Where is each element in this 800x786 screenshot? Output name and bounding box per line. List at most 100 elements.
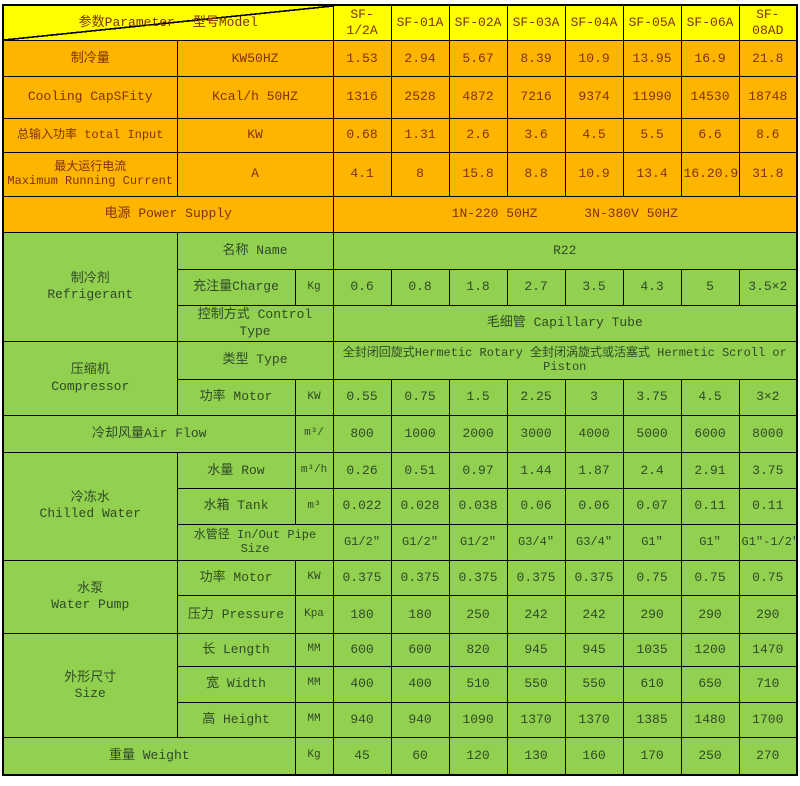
table-cell: 600 — [332, 633, 392, 667]
table-cell: 1.31 — [390, 118, 450, 153]
table-cell: G1/2″ — [390, 523, 450, 561]
table-cell: 1.5 — [448, 378, 508, 417]
table-cell: 0.75 — [622, 559, 682, 597]
table-cell: 1385 — [622, 701, 682, 739]
row-cooling-capacity-kcal: Cooling CapSFity Kcal/h 50HZ 1316 2528 4872 7… — [2, 76, 798, 120]
table-cell: 0.06 — [506, 488, 566, 525]
table-cell: 0.038 — [448, 488, 508, 525]
table-cell: 0.55 — [332, 378, 392, 417]
row-refrigerant-charge: 充注量Charge Kg 0.6 0.8 1.8 2.7 3.5 4.3 5 3.5×2 — [3, 268, 798, 307]
row-label: Cooling CapSFity — [2, 76, 178, 120]
group-label: 制冷剂 Refrigerant — [2, 231, 178, 342]
row-compressor-motor: 功率 Motor KW 0.55 0.75 1.5 2.25 3 3.75 4.5 3×2 — [3, 378, 798, 417]
row-pump-pressure: 压力 Pressure Kpa 180 180 250 242 242 290 290 290 — [3, 595, 798, 635]
spec-table: 参数Parameter 型号Model SF-1/2A SF-01A SF-02A SF-… — [2, 4, 799, 776]
table-cell: 0.022 — [332, 488, 392, 525]
table-cell: 180 — [390, 595, 450, 635]
row-label: 宽 Width — [176, 665, 296, 703]
group-label: 外形尺寸 Size — [2, 633, 178, 739]
unit-label: m³/h — [294, 452, 334, 490]
row-label: 水量 Row — [176, 452, 296, 490]
table-cell: 945 — [506, 633, 566, 667]
param-model-header-content: 参数Parameter 型号Model — [4, 6, 332, 40]
table-cell: 1.53 — [332, 40, 392, 78]
table-cell: 242 — [506, 595, 566, 635]
table-cell: 510 — [448, 665, 508, 703]
row-refrigerant-control: 控制方式 Control Type 毛细管 Capillary Tube — [3, 305, 798, 342]
unit-label: KW50HZ — [176, 40, 334, 78]
row-label: 长 Length — [176, 633, 296, 667]
table-cell: 250 — [680, 737, 740, 776]
row-weight: 重量 Weight Kg 45 60 120 130 160 170 250 270 — [2, 737, 798, 776]
table-cell: 4.5 — [564, 118, 624, 153]
row-label: 制冷量 — [2, 40, 178, 78]
table-cell: 0.6 — [332, 268, 392, 307]
row-label: 控制方式 Control Type — [176, 305, 334, 342]
table-cell: G3/4″ — [506, 523, 566, 561]
row-air-flow: 冷却风量Air Flow m³/800 1000 2000 3000 4000 5000 60… — [2, 415, 798, 454]
table-cell: 170 — [622, 737, 682, 776]
table-cell: 2528 — [390, 76, 450, 120]
param-header-label: 参数Parameter — [78, 15, 175, 31]
table-cell: 0.8 — [390, 268, 450, 307]
unit-label: Kg — [294, 737, 334, 776]
row-water-tank: 水箱 Tank m³ 0.022 0.028 0.038 0.06 0.06 0.07 0.11… — [3, 488, 798, 525]
table-cell: 14530 — [680, 76, 740, 120]
row-label: 功率 Motor — [176, 559, 296, 597]
table-cell: 0.26 — [332, 452, 392, 490]
table-cell: 800 — [332, 415, 392, 454]
table-cell: 5.67 — [448, 40, 508, 78]
table-cell: 1.8 — [448, 268, 508, 307]
header-row: 参数Parameter 型号Model SF-1/2A SF-01A SF-02A SF-… — [2, 4, 798, 42]
row-compressor-type: 压缩机 Compressor 类型 Type 全封闭回旋式Hermetic Rota… — [2, 340, 798, 417]
table-cell: 4.5 — [680, 378, 740, 417]
table-cell: 1700 — [738, 701, 798, 739]
table-cell: 290 — [622, 595, 682, 635]
table-cell: 820 — [448, 633, 508, 667]
table-cell: 11990 — [622, 76, 682, 120]
table-cell: 4000 — [564, 415, 624, 454]
table-cell: G1/2″ — [332, 523, 392, 561]
table-cell: 0.375 — [506, 559, 566, 597]
table-cell: 1370 — [506, 701, 566, 739]
group-label: 水泵 Water Pump — [2, 559, 178, 635]
table-cell: 940 — [390, 701, 450, 739]
row-pipe-size: 水管径 In/Out Pipe Size G1/2″ G1/2″ G1/2″ G3/4″… — [3, 523, 798, 561]
row-label: 总输入功率 total Input — [2, 118, 178, 153]
table-cell: 1480 — [680, 701, 740, 739]
model-header: SF-05A — [622, 4, 682, 42]
table-cell: 550 — [564, 665, 624, 703]
table-cell: 0.07 — [622, 488, 682, 525]
row-size-height: 高 Height MM 940 940 1090 1370 1370 1385 1480 1700 — [3, 701, 798, 739]
row-refrigerant-name: 制冷剂 Refrigerant 名称 Name R22 — [2, 231, 798, 342]
table-cell: 0.375 — [448, 559, 508, 597]
row-label: 高 Height — [176, 701, 296, 739]
table-cell: 0.06 — [564, 488, 624, 525]
table-cell: 1090 — [448, 701, 508, 739]
unit-label: Kcal/h 50HZ — [176, 76, 334, 120]
row-water-flow: 冷冻水 Chilled Water 水量 Row m³/h 0.26 0.51 0.97 1… — [2, 452, 798, 561]
table-cell: 650 — [680, 665, 740, 703]
unit-label: MM — [294, 633, 334, 667]
table-cell: 1.87 — [564, 452, 624, 490]
table-cell: 0.028 — [390, 488, 450, 525]
table-cell: G3/4″ — [564, 523, 624, 561]
table-cell: 180 — [332, 595, 392, 635]
table-cell: 60 — [390, 737, 450, 776]
unit-label: KW — [294, 559, 334, 597]
table-cell: 3.6 — [506, 118, 566, 153]
merged-value: 1N-220 50HZ 3N-380V 50HZ — [332, 196, 798, 233]
row-label: 重量 Weight — [2, 737, 296, 776]
row-label: 类型 Type — [176, 340, 334, 380]
merged-value: 全封闭回旋式Hermetic Rotary 全封闭涡旋式或活塞式 Hermeti… — [332, 340, 798, 380]
table-cell: 400 — [390, 665, 450, 703]
model-header: SF-08AD — [738, 4, 798, 42]
table-cell: 1200 — [680, 633, 740, 667]
table-cell: 3.75 — [622, 378, 682, 417]
table-cell: G1″-1/2″ — [738, 523, 798, 561]
table-cell: 16.20.9 — [680, 151, 740, 198]
table-cell: 3.5 — [564, 268, 624, 307]
table-cell: 945 — [564, 633, 624, 667]
table-cell: 0.375 — [564, 559, 624, 597]
table-cell: 610 — [622, 665, 682, 703]
